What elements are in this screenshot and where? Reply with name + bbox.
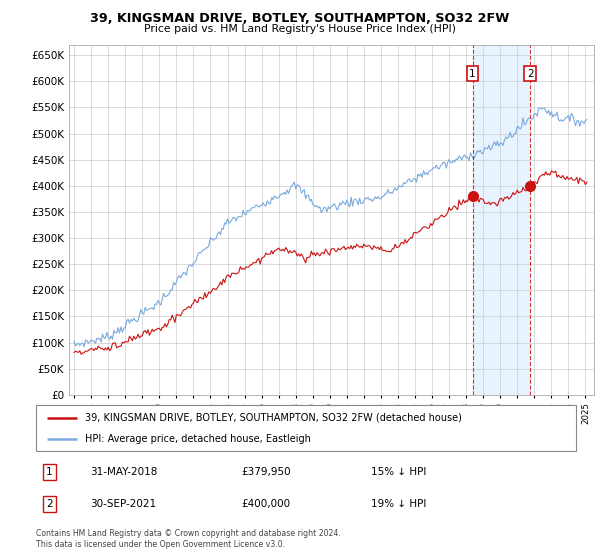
Bar [473,45,530,395]
Text: £379,950: £379,950 [241,467,291,477]
Text: 39, KINGSMAN DRIVE, BOTLEY, SOUTHAMPTON, SO32 2FW: 39, KINGSMAN DRIVE, BOTLEY, SOUTHAMPTON,… [91,12,509,25]
Text: Price paid vs. HM Land Registry's House Price Index (HPI): Price paid vs. HM Land Registry's House … [144,24,456,34]
Text: 39, KINGSMAN DRIVE, BOTLEY, SOUTHAMPTON, SO32 2FW (detached house): 39, KINGSMAN DRIVE, BOTLEY, SOUTHAMPTON,… [85,413,461,423]
Text: Contains HM Land Registry data © Crown copyright and database right 2024.
This d: Contains HM Land Registry data © Crown c… [36,529,341,549]
Text: 19% ↓ HPI: 19% ↓ HPI [371,499,426,509]
Text: 1: 1 [469,68,476,78]
Text: 15% ↓ HPI: 15% ↓ HPI [371,467,426,477]
Text: 31-MAY-2018: 31-MAY-2018 [90,467,157,477]
Text: HPI: Average price, detached house, Eastleigh: HPI: Average price, detached house, East… [85,435,310,444]
Text: £400,000: £400,000 [241,499,290,509]
Text: 1: 1 [46,467,53,477]
Text: 2: 2 [46,499,53,509]
Text: 2: 2 [527,68,533,78]
Text: 30-SEP-2021: 30-SEP-2021 [90,499,156,509]
